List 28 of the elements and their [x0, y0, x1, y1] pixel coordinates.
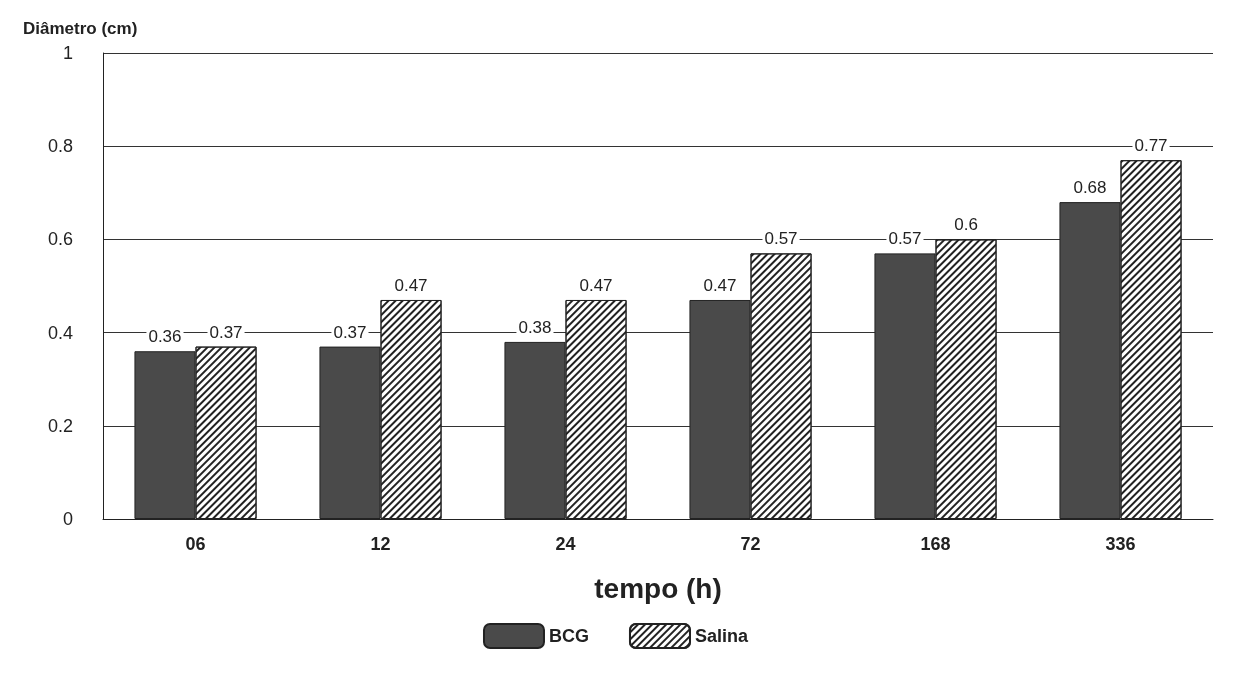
data-label: 0.47	[394, 275, 428, 295]
x-tick-label: 336	[1105, 534, 1136, 554]
y-tick-label: 0.2	[47, 415, 73, 436]
x-tick-label: 168	[920, 534, 951, 554]
y-tick-label: 0	[62, 509, 73, 529]
legend-label: Salina	[694, 626, 749, 646]
x-tick-label: 24	[555, 534, 576, 554]
data-label: 0.6	[954, 215, 978, 235]
data-label: 0.57	[888, 229, 922, 249]
data-label: 0.38	[518, 317, 552, 337]
y-tick-label: 0.4	[47, 322, 73, 343]
x-tick-label: 06	[185, 534, 206, 554]
data-label: 0.68	[1073, 178, 1107, 198]
data-label: 0.36	[148, 327, 182, 347]
y-tick-label: 0.8	[47, 136, 73, 157]
data-label: 0.47	[579, 275, 613, 295]
legend-label: BCG	[548, 626, 589, 646]
data-label: 0.77	[1134, 136, 1168, 156]
data-label: 0.57	[764, 229, 798, 249]
data-label: 0.37	[333, 322, 367, 342]
y-tick-label: 1	[62, 43, 73, 63]
x-axis-title: tempo (h)	[594, 572, 722, 604]
y-axis-title: Diâmetro (cm)	[23, 19, 138, 38]
x-tick-label: 12	[370, 534, 391, 554]
data-label: 0.37	[209, 322, 243, 342]
data-label: 0.47	[703, 275, 737, 295]
y-tick-label: 0.6	[47, 229, 73, 250]
x-tick-label: 72	[740, 534, 761, 554]
